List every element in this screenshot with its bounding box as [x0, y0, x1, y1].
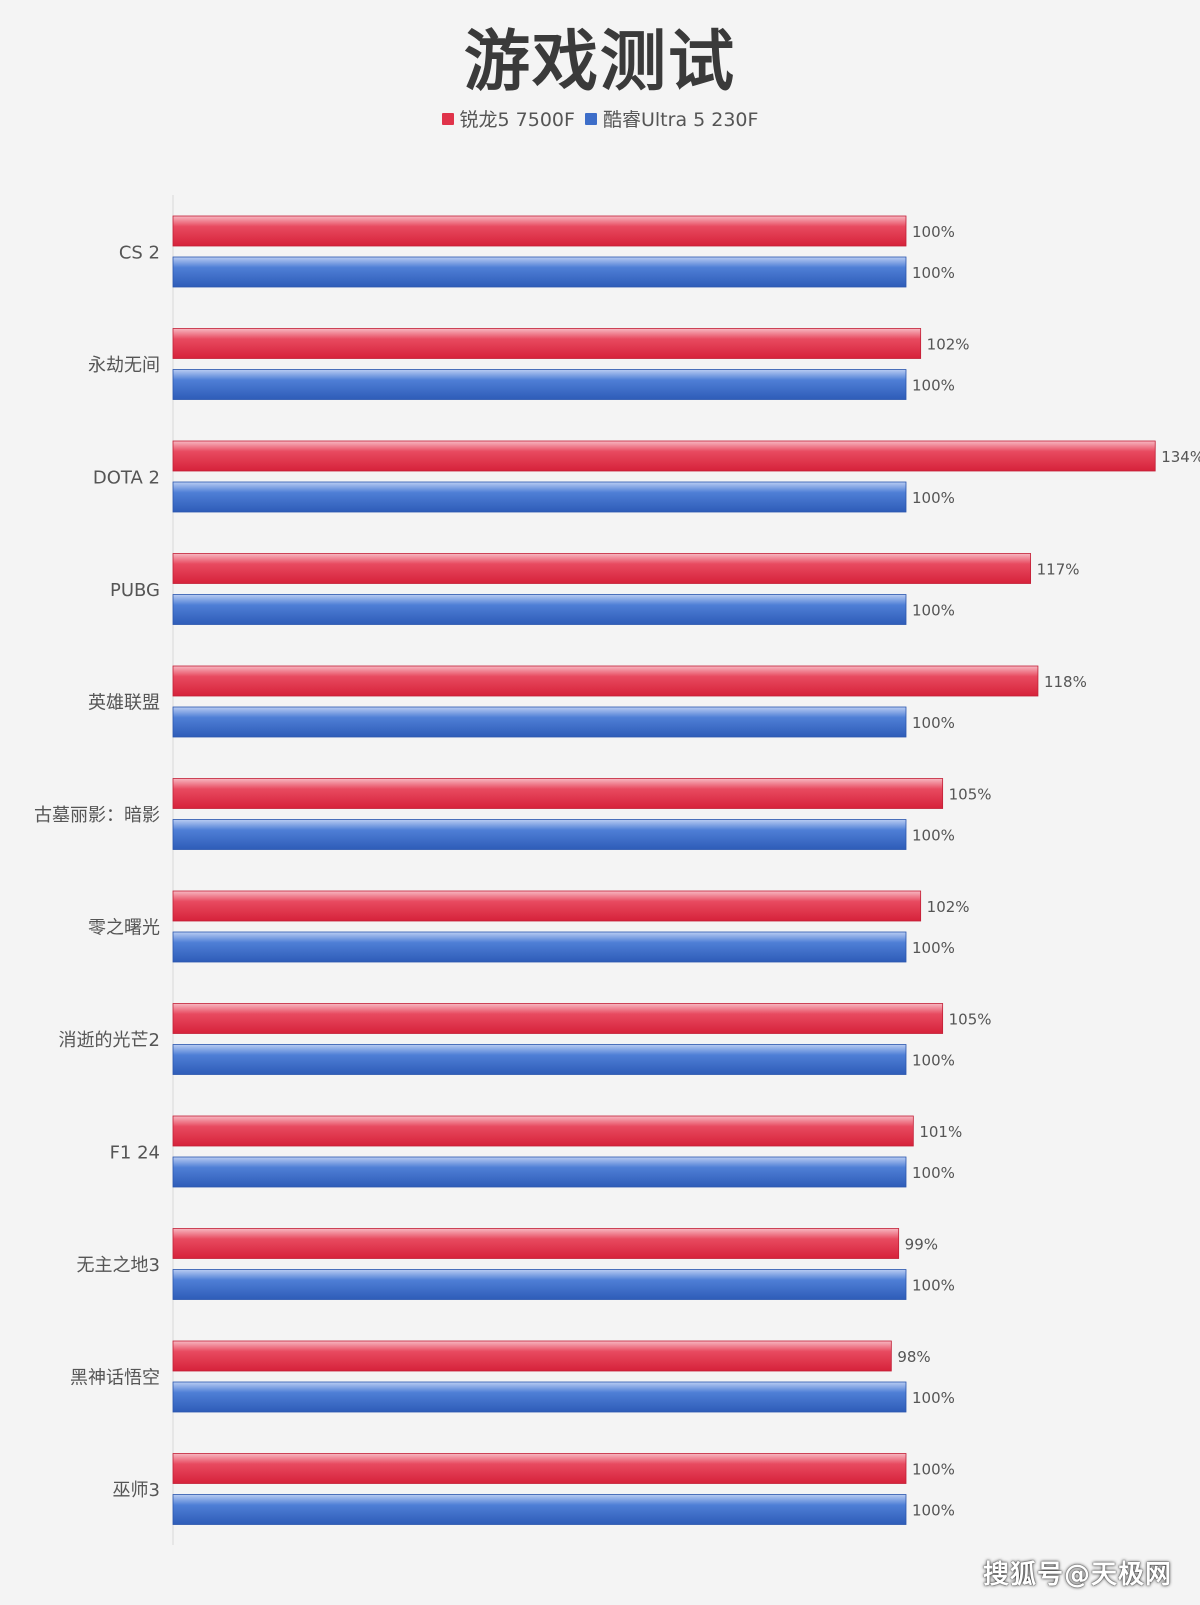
bar-core	[172, 369, 907, 400]
data-label: 100%	[912, 1389, 955, 1407]
bar-core	[172, 1381, 907, 1413]
category-label: 巫师3	[113, 1480, 160, 1501]
data-label: 100%	[912, 377, 955, 395]
data-label: 100%	[912, 827, 955, 845]
data-label: 102%	[927, 898, 970, 916]
category-label: 黑神话悟空	[70, 1368, 160, 1389]
category-label: 古墓丽影：暗影	[34, 805, 160, 826]
data-label: 117%	[1037, 561, 1080, 579]
bar-core	[172, 481, 907, 513]
category-label: 零之曙光	[88, 918, 160, 939]
legend: 锐龙5 7500F 酷睿Ultra 5 230F	[0, 105, 1200, 132]
bar-ryzen	[172, 665, 1039, 697]
bar-ryzen	[172, 1340, 892, 1372]
category-label: DOTA 2	[93, 468, 160, 489]
data-label: 98%	[897, 1348, 930, 1366]
bar-ryzen	[172, 328, 922, 359]
bar-core	[172, 1156, 907, 1188]
data-label: 102%	[927, 336, 970, 354]
bar-ryzen	[172, 440, 1156, 472]
category-label: 消逝的光芒2	[59, 1030, 160, 1051]
data-label: 100%	[912, 1052, 955, 1070]
data-label: 100%	[912, 1277, 955, 1295]
legend-item-ryzen: 锐龙5 7500F	[441, 105, 575, 132]
legend-swatch-core	[585, 112, 597, 125]
bar-ryzen	[172, 553, 1032, 584]
legend-label-ryzen: 锐龙5 7500F	[459, 109, 575, 131]
data-label: 100%	[912, 1502, 955, 1520]
data-label: 100%	[912, 1461, 955, 1479]
data-label: 101%	[919, 1123, 962, 1141]
bar-ryzen	[172, 890, 922, 922]
bar-core	[172, 1044, 907, 1075]
bar-core	[172, 256, 907, 288]
category-label: F1 24	[110, 1143, 160, 1164]
bar-core	[172, 819, 907, 850]
data-label: 100%	[912, 602, 955, 620]
category-label: 英雄联盟	[88, 693, 160, 714]
legend-label-core: 酷睿Ultra 5 230F	[603, 109, 759, 131]
bar-ryzen	[172, 1228, 900, 1259]
data-label: 134%	[1161, 448, 1200, 466]
category-label: 永劫无间	[88, 355, 160, 376]
bar-ryzen	[172, 1003, 944, 1034]
data-label: 118%	[1044, 673, 1087, 691]
data-label: 100%	[912, 1164, 955, 1182]
bar-core	[172, 1269, 907, 1300]
bar-core	[172, 931, 907, 963]
category-label: PUBG	[110, 580, 160, 601]
bar-core	[172, 594, 907, 625]
bar-ryzen	[172, 1115, 914, 1147]
data-label: 100%	[912, 489, 955, 507]
watermark: 搜狐号@天极网	[982, 1560, 1172, 1590]
bar-ryzen	[172, 1453, 907, 1484]
data-label: 105%	[949, 786, 992, 804]
data-label: 100%	[912, 223, 955, 241]
chart-title: 游戏测试	[464, 23, 736, 100]
bar-core	[172, 706, 907, 738]
data-label: 100%	[912, 714, 955, 732]
category-label: CS 2	[119, 243, 160, 264]
data-label: 105%	[949, 1011, 992, 1029]
bar-core	[172, 1494, 907, 1525]
bar-ryzen	[172, 215, 907, 247]
category-label: 无主之地3	[77, 1255, 160, 1276]
bar-ryzen	[172, 778, 944, 809]
legend-item-core: 酷睿Ultra 5 230F	[585, 105, 758, 132]
data-label: 100%	[912, 939, 955, 957]
data-label: 99%	[905, 1236, 938, 1254]
data-label: 100%	[912, 264, 955, 282]
legend-swatch-ryzen	[441, 112, 454, 125]
